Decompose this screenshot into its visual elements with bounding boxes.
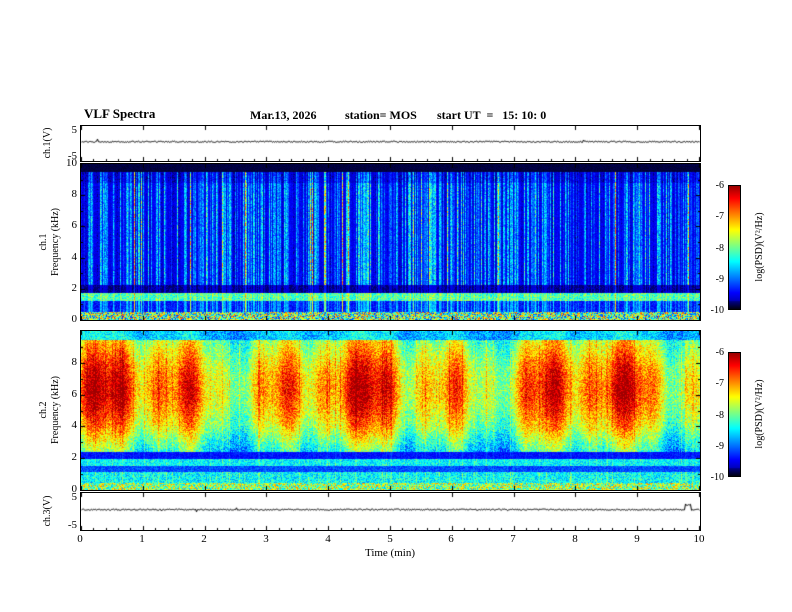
- ch2-colorbar-gradient: [729, 353, 740, 476]
- ch1-spectrogram: [81, 164, 700, 320]
- ch3-voltage-tick-label: -5: [67, 519, 77, 531]
- ch1-colorbar-gradient: [729, 186, 740, 309]
- ch2-frequency-axis-label-line2: Frequency (kHz): [50, 375, 61, 445]
- date-label: Mar.13, 2026: [250, 108, 317, 122]
- ch1-freq-tick-label: 6: [71, 219, 78, 231]
- time-tick-label: 2: [201, 533, 207, 545]
- ch3-voltage-panel: [80, 492, 701, 531]
- ch2-spectrogram-panel: [80, 330, 701, 491]
- ch1-frequency-axis-label-line2: Frequency (kHz): [50, 207, 61, 277]
- colorbar-tick-label: -8: [715, 410, 724, 421]
- time-tick-label: 5: [387, 533, 393, 545]
- colorbar-tick-label: -10: [710, 472, 724, 483]
- ch2-frequency-axis-label: ch.2 Frequency (kHz): [38, 331, 62, 489]
- time-tick-label: 6: [448, 533, 454, 545]
- ch1-colorbar: [728, 185, 741, 310]
- time-tick-label: 8: [572, 533, 578, 545]
- ch3-voltage-tick-label: 5: [71, 491, 78, 503]
- colorbar-tick-label: -7: [715, 211, 724, 222]
- time-axis-label: Time (min): [364, 547, 415, 559]
- plot-title: VLF Spectra: [84, 106, 156, 121]
- time-tick-label: 9: [634, 533, 640, 545]
- ch2-freq-tick-label: 6: [71, 388, 78, 400]
- ch1-spectrogram-panel: [80, 163, 701, 321]
- ch1-voltage-trace: [81, 126, 700, 161]
- ch1-freq-tick-label: 2: [71, 282, 78, 294]
- ch1-voltage-tick-label: 5: [71, 124, 78, 136]
- ch2-spectrogram: [81, 331, 700, 490]
- time-tick-label: 1: [139, 533, 145, 545]
- ch2-frequency-axis-label-line1: ch.2: [38, 401, 49, 419]
- ch2-freq-tick-label: 4: [71, 419, 78, 431]
- ch1-frequency-axis-label: ch.1 Frequency (kHz): [38, 163, 62, 321]
- ch1-colorbar-label: log(PSD)(V²/Hz): [754, 212, 765, 282]
- ch2-freq-tick-label: 0: [71, 483, 78, 495]
- ch1-freq-tick-label: 0: [71, 313, 78, 325]
- ch1-voltage-tick-label: -5: [67, 150, 77, 162]
- ch2-freq-tick-label: 2: [71, 451, 78, 463]
- colorbar-tick-label: -8: [715, 243, 724, 254]
- ch2-freq-tick-label: 8: [71, 356, 78, 368]
- ch1-freq-tick-label: 4: [71, 251, 78, 263]
- colorbar-tick-label: -6: [715, 347, 724, 358]
- colorbar-tick-label: -9: [715, 274, 724, 285]
- time-tick-label: 0: [77, 533, 83, 545]
- colorbar-tick-label: -7: [715, 378, 724, 389]
- time-tick-label: 7: [510, 533, 516, 545]
- ch1-freq-tick-label: 8: [71, 188, 78, 200]
- ch1-frequency-axis-label-line1: ch.1: [38, 233, 49, 251]
- start-ut-label: start UT = 15: 10: 0: [437, 108, 547, 122]
- time-tick-label: 3: [263, 533, 269, 545]
- time-tick-label: 4: [325, 533, 331, 545]
- time-tick-label: 10: [693, 533, 705, 545]
- colorbar-tick-label: -10: [710, 305, 724, 316]
- ch2-colorbar-label: log(PSD)(V²/Hz): [754, 379, 765, 449]
- colorbar-tick-label: -6: [715, 180, 724, 191]
- ch3-voltage-trace: [81, 493, 700, 530]
- ch1-freq-tick-label: 10: [66, 157, 77, 169]
- ch2-colorbar: [728, 352, 741, 477]
- colorbar-tick-label: -9: [715, 441, 724, 452]
- station-label: station= MOS: [345, 108, 417, 122]
- ch1-voltage-panel: [80, 125, 701, 162]
